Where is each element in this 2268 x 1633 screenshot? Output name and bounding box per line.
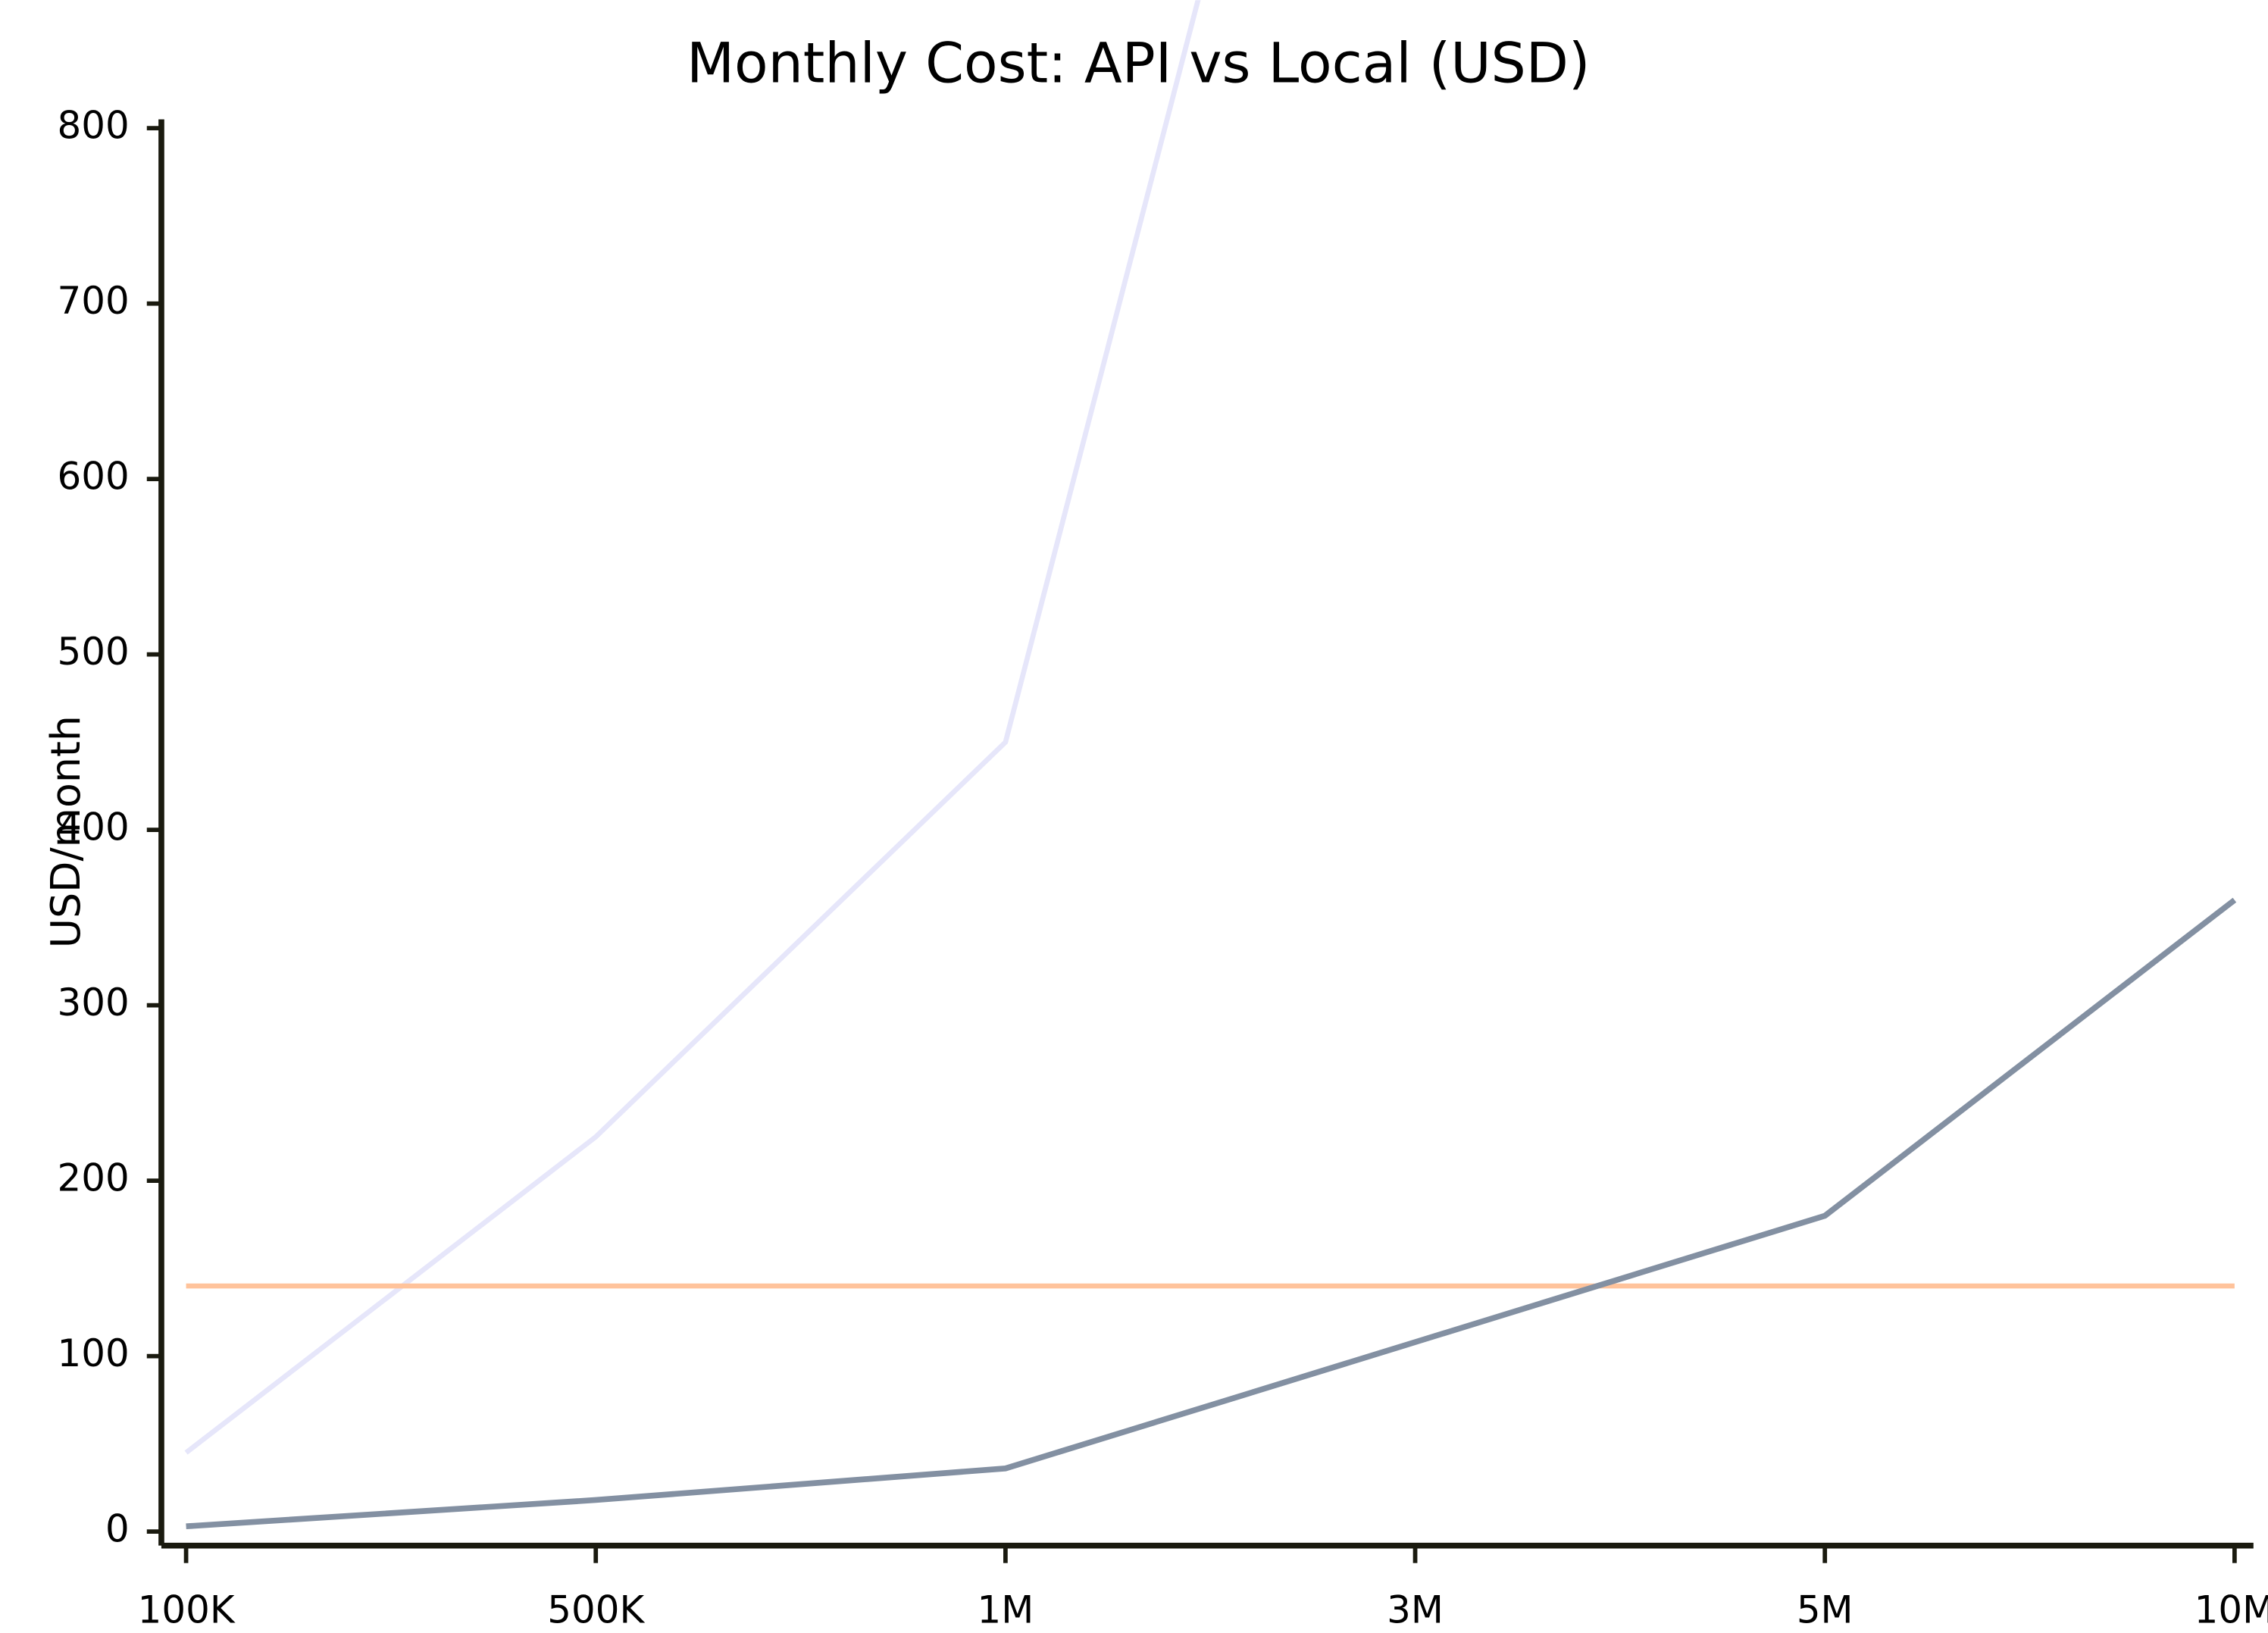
- chart-title: Monthly Cost: API vs Local (USD): [687, 31, 1590, 95]
- x-tick-label: 100K: [138, 1588, 236, 1631]
- y-tick-label: 400: [58, 806, 130, 849]
- x-tick-label: 1M: [978, 1588, 1034, 1631]
- x-tick-label: 500K: [547, 1588, 645, 1631]
- y-tick-label: 200: [58, 1156, 130, 1200]
- y-tick-label: 600: [58, 455, 130, 499]
- line-series: [186, 897, 2237, 1530]
- y-tick-label: 300: [58, 981, 130, 1025]
- x-tick-label: 3M: [1387, 1588, 1444, 1631]
- y-axis-label: USD/month: [42, 715, 89, 948]
- x-tick-label: 10M: [2194, 1588, 2268, 1631]
- y-tick-label: 100: [58, 1331, 130, 1375]
- y-tick-label: 500: [58, 630, 130, 674]
- y-tick-label: 700: [58, 279, 130, 323]
- plot-lines: [184, 0, 2237, 1530]
- y-tick-label: 800: [58, 104, 130, 148]
- y-tick-label: 0: [105, 1507, 130, 1551]
- x-tick-label: 5M: [1797, 1588, 1854, 1631]
- line-series: [184, 0, 1201, 1455]
